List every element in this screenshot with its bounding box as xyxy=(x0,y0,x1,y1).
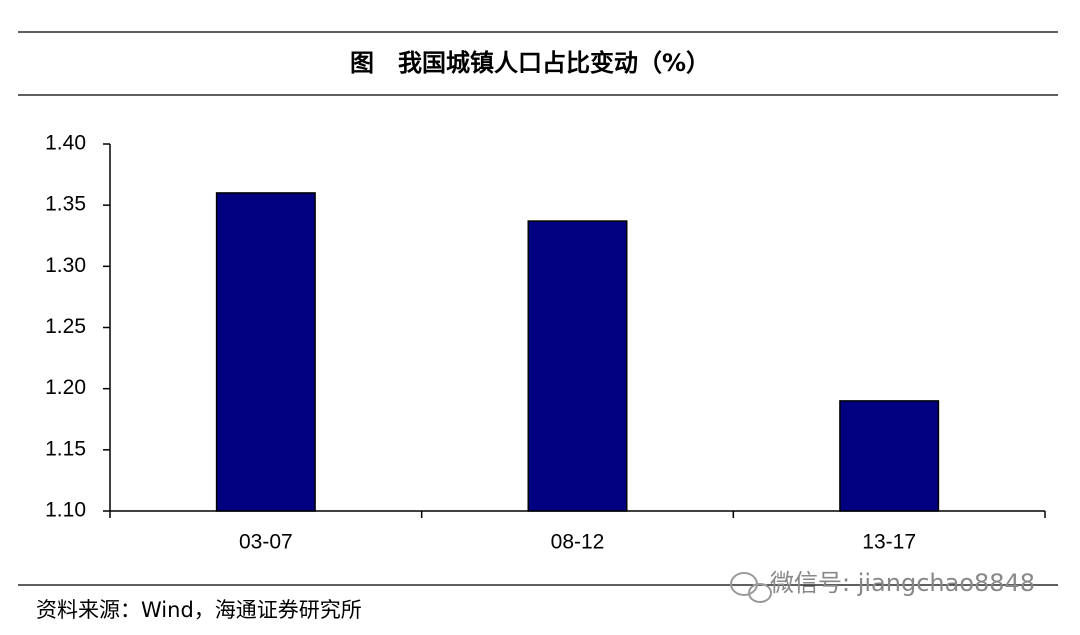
y-tick-label: 1.25 xyxy=(45,315,86,338)
watermark: 微信号: jiangchao8848 xyxy=(770,569,1035,597)
watermark-icon xyxy=(730,572,772,603)
bar xyxy=(839,400,940,512)
y-tick-label: 1.30 xyxy=(45,254,86,277)
x-tick-label: 03-07 xyxy=(239,531,293,554)
x-tick-label: 13-17 xyxy=(862,531,916,554)
y-tick-label: 1.20 xyxy=(45,376,86,399)
chart-title: 图 我国城镇人口占比变动（%） xyxy=(350,49,710,77)
y-tick-label: 1.15 xyxy=(45,437,86,460)
y-tick-label: 1.35 xyxy=(45,193,86,216)
source-note: 资料来源：Wind，海通证券研究所 xyxy=(36,598,362,622)
y-tick-label: 1.40 xyxy=(45,132,86,155)
y-tick-label: 1.10 xyxy=(45,499,86,522)
bar xyxy=(215,192,316,512)
bar xyxy=(527,220,628,512)
x-tick-label: 08-12 xyxy=(551,531,605,554)
